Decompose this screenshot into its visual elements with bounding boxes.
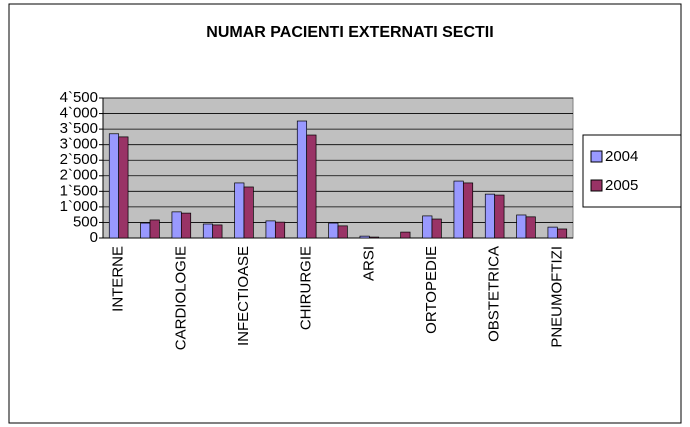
y-tick-label: 500: [73, 213, 98, 230]
bar: [108, 133, 120, 239]
bar: [265, 220, 276, 239]
bar: [118, 136, 129, 239]
bar: [453, 180, 464, 239]
bar: [462, 182, 474, 239]
x-tick-label: CARDIOLOGIE: [172, 246, 189, 350]
legend-label: 2004: [605, 148, 638, 165]
bar: [547, 226, 558, 239]
legend-label: 2005: [605, 177, 638, 194]
bar: [422, 215, 433, 239]
bar: [306, 134, 317, 239]
bar: [171, 211, 182, 239]
bar: [202, 223, 214, 239]
bar: [359, 235, 370, 239]
x-tick-label: INTERNE: [110, 246, 127, 312]
bar: [180, 212, 192, 239]
bar: [274, 221, 286, 239]
bar: [328, 222, 339, 239]
y-tick-label: 0: [90, 229, 98, 246]
y-tick-label: 3`000: [60, 136, 98, 153]
bar: [525, 216, 536, 239]
legend-swatch: [590, 179, 603, 192]
x-tick-label: OBSTETRICA: [486, 246, 503, 342]
y-tick-label: 2`500: [60, 151, 98, 168]
bar: [212, 224, 223, 239]
bar: [243, 186, 254, 239]
x-tick-label: PNEUMOFTIZI: [548, 246, 565, 348]
bar: [149, 219, 160, 239]
bar: [140, 222, 151, 239]
bar: [234, 182, 245, 239]
bar: [516, 214, 527, 239]
bar: [556, 228, 568, 239]
bar: [431, 218, 442, 239]
y-tick-label: 4`500: [60, 89, 98, 106]
x-tick-label: INFECTIOASE: [235, 246, 252, 346]
y-tick-label: 3`500: [60, 120, 98, 137]
legend-swatch: [590, 150, 603, 163]
bar: [368, 236, 380, 239]
y-tick-label: 4`000: [60, 105, 98, 122]
bar: [494, 194, 505, 239]
bar: [296, 120, 308, 239]
x-tick-label: ORTOPEDIE: [423, 246, 440, 334]
y-tick-label: 1`000: [60, 198, 98, 215]
bar: [400, 231, 411, 239]
bar: [484, 193, 496, 239]
bar: [337, 225, 348, 239]
x-tick-label: ARSI: [360, 246, 377, 281]
chart-title: NUMAR PACIENTI EXTERNATI SECTII: [206, 24, 493, 41]
legend: [582, 134, 682, 208]
x-tick-label: CHIRURGIE: [298, 246, 315, 330]
y-tick-label: 1`500: [60, 182, 98, 199]
y-tick-label: 2`000: [60, 167, 98, 184]
